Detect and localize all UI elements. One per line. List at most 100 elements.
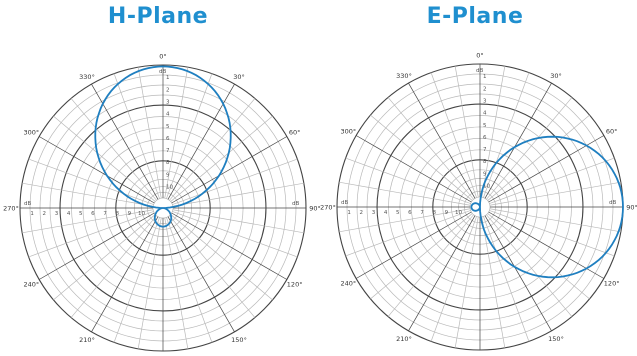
- grid-spoke: [171, 136, 288, 204]
- grid-spoke: [387, 97, 474, 200]
- tick-label: 2: [166, 87, 170, 93]
- grid-spoke: [355, 211, 472, 279]
- tick-label: 8: [483, 159, 487, 165]
- grid-spoke: [28, 158, 154, 205]
- tick-label: 1: [347, 210, 351, 216]
- angle-label: 30°: [233, 73, 245, 81]
- tick-label: 10: [483, 184, 490, 190]
- tick-label: 6: [166, 136, 170, 142]
- db-unit-label: dB: [609, 200, 616, 206]
- grid-spoke: [484, 82, 552, 199]
- tick-label: 4: [483, 111, 487, 117]
- grid-spoke: [387, 214, 474, 317]
- tick-label: 4: [166, 112, 170, 118]
- grid-spoke: [113, 217, 160, 343]
- tick-label: 9: [483, 171, 487, 177]
- angle-label: 120°: [287, 281, 303, 289]
- grid-spoke: [22, 209, 154, 234]
- tick-label: 2: [43, 211, 47, 217]
- tick-label: 9: [128, 211, 132, 217]
- grid-spoke: [166, 73, 213, 199]
- grid-spoke: [489, 210, 615, 257]
- grid-spoke: [22, 182, 154, 207]
- angle-label: 60°: [289, 129, 301, 137]
- db-unit-label: dB: [341, 200, 348, 206]
- grid-spoke: [481, 216, 506, 348]
- tick-label: 1: [30, 211, 34, 217]
- grid-spoke: [339, 181, 471, 206]
- tick-label: 9: [166, 172, 170, 178]
- grid-spoke: [172, 211, 298, 258]
- db-unit-label: dB: [476, 68, 483, 74]
- db-unit-label: dB: [24, 201, 31, 207]
- grid-spoke: [430, 72, 477, 198]
- grid-spoke: [28, 211, 154, 258]
- angle-label: 30°: [550, 72, 562, 80]
- tick-label: 10: [138, 211, 145, 217]
- angle-label: 330°: [79, 73, 95, 81]
- tick-label: 5: [166, 124, 170, 130]
- tick-label: 4: [67, 211, 71, 217]
- h-plane-title: H-Plane: [107, 4, 209, 29]
- angle-label: 270°: [320, 204, 336, 212]
- tick-label: 8: [432, 210, 436, 216]
- grid-spoke: [170, 115, 273, 202]
- grid-spoke: [170, 214, 273, 301]
- grid-spoke: [38, 136, 155, 204]
- tick-label: 9: [445, 210, 449, 216]
- grid-spoke: [481, 66, 506, 198]
- angle-label: 330°: [396, 72, 412, 80]
- grid-spoke: [489, 181, 621, 206]
- grid-spoke: [169, 98, 256, 201]
- tick-label: 7: [103, 211, 107, 217]
- grid-spoke: [70, 98, 157, 201]
- tick-label: 3: [55, 211, 59, 217]
- grid-spoke: [171, 212, 288, 280]
- tick-label: 2: [483, 86, 487, 92]
- grid-spoke: [355, 135, 472, 203]
- angle-label: 90°: [309, 205, 321, 213]
- grid-spoke: [167, 216, 235, 333]
- grid-spoke: [454, 216, 479, 348]
- h-plane-chart: 0°30°60°90°120°150°180°210°240°270°300°3…: [3, 53, 321, 352]
- db-unit-label: dB: [159, 69, 166, 75]
- grid-spoke: [408, 82, 476, 199]
- tick-label: 3: [166, 99, 170, 105]
- grid-spoke: [488, 135, 605, 203]
- grid-spoke: [345, 157, 471, 204]
- grid-spoke: [454, 66, 479, 198]
- e-plane-chart: 0°30°60°90°120°150°180°210°240°270°300°3…: [320, 52, 637, 356]
- grid-spoke: [483, 72, 530, 198]
- grid-spoke: [113, 73, 160, 199]
- angle-label: 210°: [396, 335, 412, 343]
- grid-spoke: [38, 212, 155, 280]
- grid-spoke: [370, 213, 473, 300]
- angle-label: 90°: [626, 204, 637, 212]
- tick-label: 4: [384, 210, 388, 216]
- grid-spoke: [486, 214, 573, 317]
- angle-label: 150°: [231, 336, 247, 344]
- grid-spoke: [169, 215, 256, 318]
- tick-label: 6: [483, 135, 487, 141]
- tick-label: 7: [166, 148, 170, 154]
- grid-spoke: [172, 209, 304, 234]
- angle-label: 300°: [24, 129, 40, 137]
- grid-spoke: [489, 208, 621, 233]
- grid-spoke: [487, 114, 590, 201]
- angle-label: 120°: [604, 280, 620, 288]
- grid-spoke: [483, 216, 530, 342]
- tick-label: 6: [408, 210, 412, 216]
- grid-spoke: [91, 216, 159, 333]
- grid-spoke: [488, 211, 605, 279]
- angle-label: 210°: [79, 336, 95, 344]
- angle-label: 240°: [24, 281, 40, 289]
- grid-spoke: [487, 213, 590, 300]
- grid-spoke: [486, 97, 573, 200]
- grid-spoke: [164, 217, 189, 349]
- radiation-pattern-line: [470, 135, 624, 279]
- grid-spoke: [137, 217, 162, 349]
- grid-spoke: [172, 182, 304, 207]
- tick-label: 6: [91, 211, 95, 217]
- tick-label: 5: [396, 210, 400, 216]
